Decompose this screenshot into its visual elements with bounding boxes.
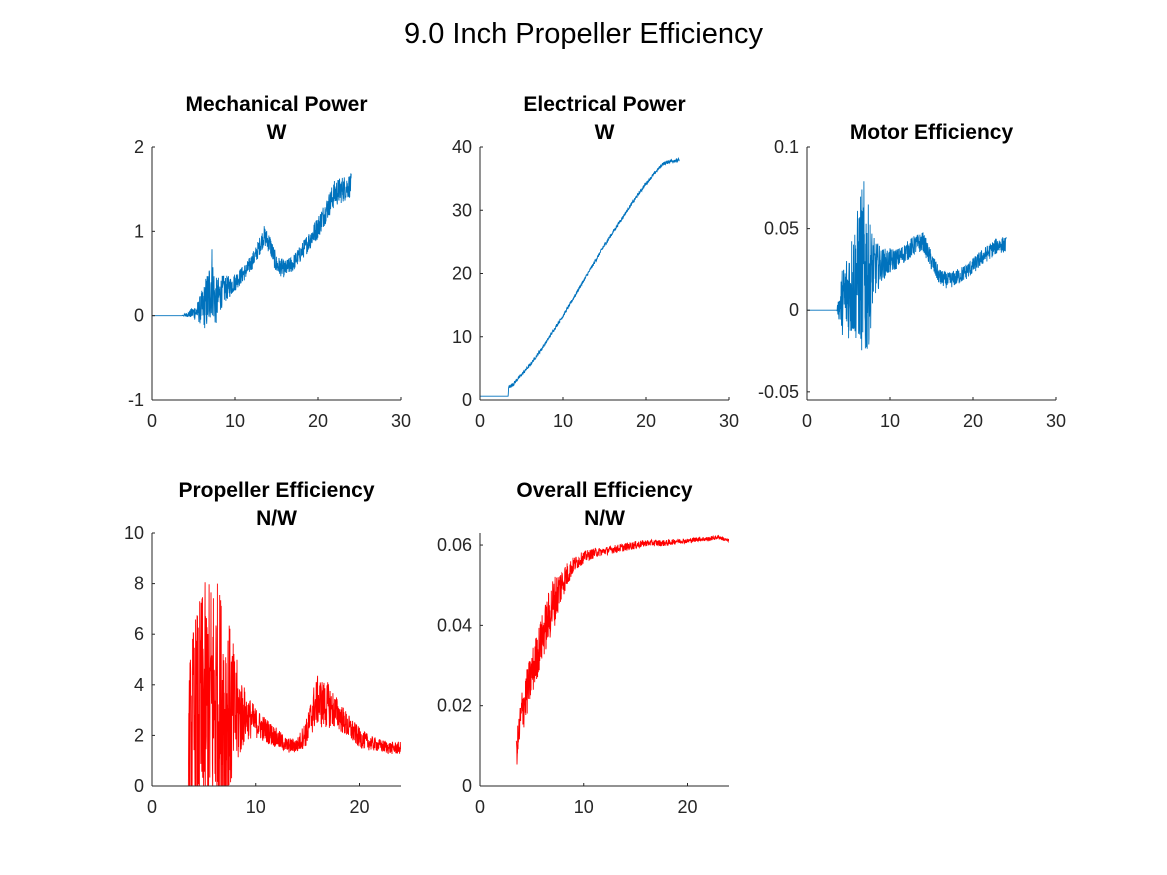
x-tick-label: 10 xyxy=(246,797,266,817)
x-tick-label: 20 xyxy=(677,797,697,817)
y-tick-label: 6 xyxy=(134,624,144,644)
chart-title-line: Propeller Efficiency xyxy=(178,479,374,502)
y-tick-label: 0.05 xyxy=(764,219,799,239)
y-tick-label: 4 xyxy=(134,675,144,695)
y-tick-label: 0.1 xyxy=(774,137,799,157)
y-tick-label: -1 xyxy=(128,390,144,410)
x-tick-label: 30 xyxy=(1046,411,1066,431)
x-tick-label: 10 xyxy=(553,411,573,431)
series-line-motor xyxy=(807,181,1007,351)
x-tick-label: 20 xyxy=(308,411,328,431)
series-line-prop xyxy=(187,582,401,786)
x-tick-label: 10 xyxy=(574,797,594,817)
y-tick-label: 0 xyxy=(789,300,799,320)
chart-title-line: Overall Efficiency xyxy=(516,479,693,502)
chart-title-line: Motor Efficiency xyxy=(850,121,1014,144)
x-tick-label: 0 xyxy=(475,797,485,817)
figure-title: 9.0 Inch Propeller Efficiency xyxy=(404,18,763,50)
y-tick-label: -0.05 xyxy=(758,382,799,402)
y-tick-label: 30 xyxy=(452,200,472,220)
y-tick-label: 0 xyxy=(134,306,144,326)
chart-prop: 0 10 20 0 2 4 6 8 10 Propeller Efficiency N/W xyxy=(124,479,401,817)
chart-title-line: Mechanical Power xyxy=(185,93,367,116)
x-tick-label: 10 xyxy=(880,411,900,431)
x-tick-label: 20 xyxy=(636,411,656,431)
y-tick-label: 2 xyxy=(134,137,144,157)
x-tick-label: 20 xyxy=(349,797,369,817)
series-line-elec xyxy=(480,156,680,397)
x-tick-label: 30 xyxy=(719,411,739,431)
y-tick-label: 0 xyxy=(134,776,144,796)
chart-title-line: Electrical Power xyxy=(523,93,685,116)
y-tick-label: 0.06 xyxy=(437,535,472,555)
chart-title-line: W xyxy=(267,121,287,144)
chart-title-line: W xyxy=(595,121,615,144)
y-tick-label: 10 xyxy=(452,327,472,347)
y-tick-label: 2 xyxy=(134,725,144,745)
chart-elec: 0 10 20 30 0 10 20 30 40 Electrical Power W xyxy=(452,93,739,431)
y-tick-label: 0 xyxy=(462,390,472,410)
y-tick-label: 20 xyxy=(452,264,472,284)
y-tick-label: 1 xyxy=(134,221,144,241)
x-tick-label: 10 xyxy=(225,411,245,431)
x-tick-label: 30 xyxy=(391,411,411,431)
series-line-overall xyxy=(515,534,729,765)
chart-title-line: N/W xyxy=(256,507,297,530)
x-tick-label: 0 xyxy=(475,411,485,431)
y-tick-label: 8 xyxy=(134,574,144,594)
y-tick-label: 0 xyxy=(462,776,472,796)
chart-overall: 0 10 20 0 0.02 0.04 0.06 Overall Efficiency N/W xyxy=(437,479,729,817)
y-tick-label: 0.02 xyxy=(437,696,472,716)
x-tick-label: 0 xyxy=(147,797,157,817)
x-tick-label: 20 xyxy=(963,411,983,431)
x-tick-label: 0 xyxy=(147,411,157,431)
series-line-mech xyxy=(152,173,352,329)
y-tick-label: 40 xyxy=(452,137,472,157)
y-tick-label: 0.04 xyxy=(437,615,472,635)
y-tick-label: 10 xyxy=(124,523,144,543)
x-tick-label: 0 xyxy=(802,411,812,431)
chart-title-line: N/W xyxy=(584,507,625,530)
